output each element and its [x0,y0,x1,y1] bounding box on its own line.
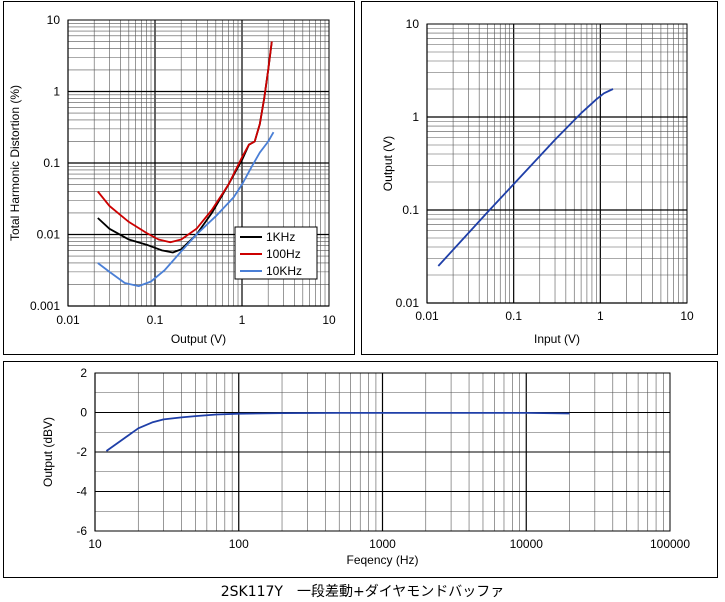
series-thd-2 [97,131,275,287]
x-axis-label: Feqency (Hz) [346,553,418,567]
x-tick-label: 10000 [510,537,544,551]
x-tick-label: 0.1 [147,313,164,327]
x-tick-label: 100 [229,537,249,551]
y-tick-label: 1 [53,85,60,99]
y-tick-label: 10 [406,17,420,31]
plot-frame [426,23,688,304]
series-thd-1 [97,41,273,244]
x-tick-label: 0.01 [56,313,80,327]
x-tick-label: 0.1 [505,309,522,323]
legend: 1KHz 100Hz 10KHz [234,226,318,280]
plot-area [427,24,687,303]
y-axis-label: Output (dBV) [41,417,55,487]
y-tick-label: 0.01 [396,296,420,310]
x-axis-label: Input (V) [534,332,580,346]
y-tick-label: 0.1 [43,156,60,170]
plot-frame [67,19,330,307]
series-freq-0 [105,412,570,452]
y-tick-label: 0.001 [30,299,60,313]
y-tick-label: 1 [412,110,419,124]
y-tick-label: -2 [76,445,87,459]
y-tick-label: -6 [76,524,87,538]
series-line [105,412,570,452]
plot-io: 0.01 0.1 1 10 0.01 0.1 1 10 Input (V) Output (V) [381,17,694,346]
plot-freq: 10 100 1000 10000 100000 -6 -4 -2 0 2 Feqency (Hz)… [41,366,690,567]
plot-frame [94,372,671,532]
y-tick-label: 10 [47,13,61,27]
x-tick-label: 1 [239,313,246,327]
x-tick-label: 0.01 [415,309,439,323]
y-tick-label: 0 [80,406,87,420]
x-tick-label: 1000 [369,537,396,551]
y-tick-label: 0.01 [37,228,61,242]
legend-label: 10KHz [266,264,302,278]
y-tick-label: -4 [76,485,87,499]
series-io-0 [437,88,614,267]
y-tick-label: 0.1 [402,203,419,217]
legend-label: 100Hz [266,247,301,261]
legend-label: 1KHz [266,230,295,244]
x-tick-label: 1 [597,309,604,323]
y-axis-label: Output (V) [381,136,395,191]
x-tick-label: 10 [680,309,694,323]
y-axis-label: Total Harmonic Distortion (%) [8,85,22,241]
x-tick-label: 100000 [650,537,690,551]
x-tick-label: 10 [322,313,336,327]
series-line [97,131,275,287]
figure-caption: 2SK117Y 一段差動+ダイヤモンドバッファ [220,584,505,600]
series-line [97,41,273,244]
y-tick-label: 2 [80,366,87,380]
series-line [437,88,614,267]
x-axis-label: Output (V) [171,332,226,346]
x-tick-label: 10 [88,537,102,551]
